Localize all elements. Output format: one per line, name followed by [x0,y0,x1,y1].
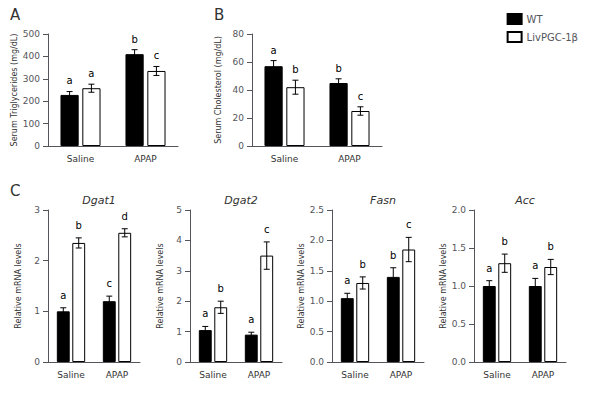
svg-text:b: b [292,64,298,75]
svg-text:1: 1 [34,306,40,316]
svg-text:a: a [248,314,254,325]
svg-text:Dgat1: Dgat1 [82,194,116,207]
svg-text:1.0: 1.0 [310,296,325,306]
svg-text:60: 60 [233,57,245,67]
svg-text:200: 200 [23,96,40,106]
svg-text:a: a [532,260,538,271]
svg-text:c: c [154,50,160,61]
svg-text:C: C [10,182,20,200]
svg-text:1: 1 [176,327,182,337]
svg-text:a: a [60,290,66,301]
svg-text:d: d [122,211,128,222]
svg-text:APAP: APAP [134,154,157,164]
svg-text:400: 400 [23,51,40,61]
svg-text:5: 5 [176,205,182,215]
svg-text:0.0: 0.0 [310,357,325,367]
svg-text:b: b [548,241,554,252]
svg-text:b: b [335,63,341,74]
svg-text:2.0: 2.0 [310,235,325,245]
svg-text:Relative mRNA levels: Relative mRNA levels [14,243,23,328]
svg-text:a: a [67,75,73,86]
svg-text:0: 0 [238,141,244,151]
svg-text:Saline: Saline [67,154,95,164]
svg-text:0.5: 0.5 [310,327,324,337]
svg-text:c: c [107,278,113,289]
svg-text:b: b [218,283,224,294]
svg-text:0.5: 0.5 [452,319,466,329]
svg-text:40: 40 [233,85,245,95]
svg-text:b: b [360,259,366,270]
svg-text:100: 100 [23,119,40,129]
svg-text:3: 3 [34,205,40,215]
svg-text:Saline: Saline [341,370,369,380]
svg-text:1.0: 1.0 [452,281,467,291]
svg-text:Relative mRNA levels: Relative mRNA levels [156,243,165,328]
svg-text:0: 0 [34,357,40,367]
svg-text:Saline: Saline [483,370,511,380]
svg-text:Serum Cholesterol (mg/dL): Serum Cholesterol (mg/dL) [214,36,223,144]
svg-text:APAP: APAP [338,154,361,164]
svg-text:0: 0 [176,357,182,367]
svg-text:Acc: Acc [514,194,535,207]
svg-text:A: A [10,6,21,24]
svg-text:2.5: 2.5 [310,205,324,215]
svg-text:2: 2 [176,296,182,306]
svg-text:4: 4 [176,235,182,245]
svg-text:2.0: 2.0 [452,205,467,215]
svg-text:b: b [131,34,137,45]
svg-text:300: 300 [23,74,40,84]
svg-text:c: c [264,224,270,235]
svg-text:Relative mRNA levels: Relative mRNA levels [297,243,306,328]
svg-text:APAP: APAP [248,370,271,380]
svg-text:20: 20 [233,113,245,123]
svg-text:Saline: Saline [199,370,227,380]
svg-text:a: a [344,275,350,286]
svg-text:B: B [214,6,224,24]
svg-text:APAP: APAP [390,370,413,380]
svg-text:APAP: APAP [532,370,555,380]
svg-text:b: b [76,220,82,231]
svg-text:LivPGC-1β: LivPGC-1β [527,32,578,43]
svg-text:500: 500 [23,29,40,39]
svg-text:a: a [88,68,94,79]
svg-text:0: 0 [34,141,40,151]
svg-text:a: a [202,308,208,319]
svg-text:Fasn: Fasn [370,194,396,207]
svg-text:3: 3 [176,266,182,276]
svg-text:Relative mRNA levels: Relative mRNA levels [439,243,448,328]
svg-text:Dgat2: Dgat2 [224,194,258,207]
svg-text:a: a [486,263,492,274]
svg-text:Saline: Saline [271,154,299,164]
svg-text:2: 2 [34,256,40,266]
svg-text:WT: WT [527,14,544,25]
svg-text:80: 80 [233,29,245,39]
svg-text:c: c [406,219,412,230]
svg-text:a: a [271,45,277,56]
svg-text:b: b [390,250,396,261]
svg-text:1.5: 1.5 [452,243,466,253]
svg-text:Saline: Saline [57,370,85,380]
svg-text:c: c [358,91,364,102]
svg-text:0.0: 0.0 [452,357,467,367]
svg-text:b: b [502,236,508,247]
svg-text:1.5: 1.5 [310,266,324,276]
svg-text:APAP: APAP [106,370,129,380]
svg-text:Serum Triglycerides (mg/dL): Serum Triglycerides (mg/dL) [10,34,19,147]
